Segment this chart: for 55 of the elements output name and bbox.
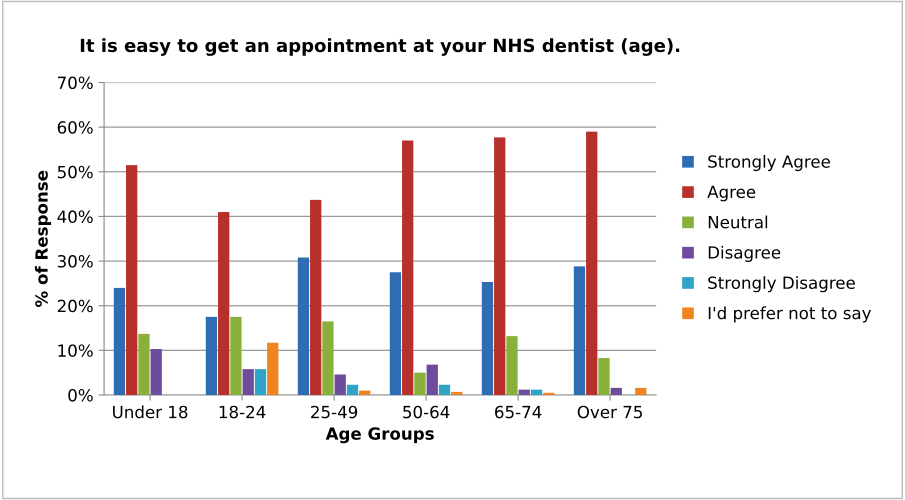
bar <box>506 336 518 395</box>
bar <box>598 358 610 395</box>
legend-label: Strongly Disagree <box>708 276 855 292</box>
x-tick-label: 18-24 <box>220 406 266 418</box>
legend-label: Agree <box>707 186 756 202</box>
bar <box>438 384 450 395</box>
legend-label: Disagree <box>708 246 780 262</box>
legend-label: I'd prefer not to say <box>708 306 872 323</box>
bar <box>494 137 506 395</box>
bar <box>150 349 162 395</box>
x-axis-title: Age Groups <box>326 427 434 444</box>
x-tick-label: 65-74 <box>495 406 542 418</box>
bar <box>126 165 138 395</box>
y-tick-label: 50% <box>58 166 93 178</box>
bar <box>322 321 334 395</box>
y-tick-label: 0% <box>68 388 93 402</box>
bar <box>518 390 530 395</box>
x-tick-label: Under 18 <box>113 405 188 418</box>
bar <box>230 316 242 395</box>
bar <box>426 364 438 395</box>
y-tick-label: 10% <box>58 344 93 357</box>
x-tick-label: 50-64 <box>403 406 450 418</box>
bar <box>254 369 266 395</box>
bar <box>298 258 310 395</box>
bar <box>242 369 254 395</box>
bar <box>390 272 402 395</box>
bar <box>574 266 586 395</box>
bar <box>218 212 230 395</box>
chart-title: It is easy to get an appointment at your NHS dentist (age). <box>80 38 680 56</box>
legend-label: Neutral <box>708 216 768 228</box>
x-tick-label: 25-49 <box>311 406 358 418</box>
y-tick-label: 40% <box>57 210 93 223</box>
bar <box>414 372 426 395</box>
bar <box>635 388 646 395</box>
y-tick-label: 20% <box>58 300 93 312</box>
legend-label: Strongly Agree <box>708 154 830 172</box>
y-tick-label: 30% <box>58 255 93 268</box>
bar <box>610 388 622 395</box>
bar <box>530 390 542 395</box>
bar <box>206 316 218 395</box>
bar <box>402 140 414 395</box>
bar <box>334 374 346 395</box>
x-tick-label: Over 75 <box>578 406 642 418</box>
bar <box>138 334 150 395</box>
bar <box>267 342 278 395</box>
y-tick-label: 60% <box>58 121 93 134</box>
bar <box>310 200 322 395</box>
bar <box>586 132 598 395</box>
bar <box>114 288 126 395</box>
bar <box>359 390 370 395</box>
y-tick-label: 70% <box>58 76 93 90</box>
bar <box>346 384 358 395</box>
bar <box>482 282 494 395</box>
y-axis-title: % of Response <box>34 170 52 307</box>
bar <box>451 392 462 395</box>
